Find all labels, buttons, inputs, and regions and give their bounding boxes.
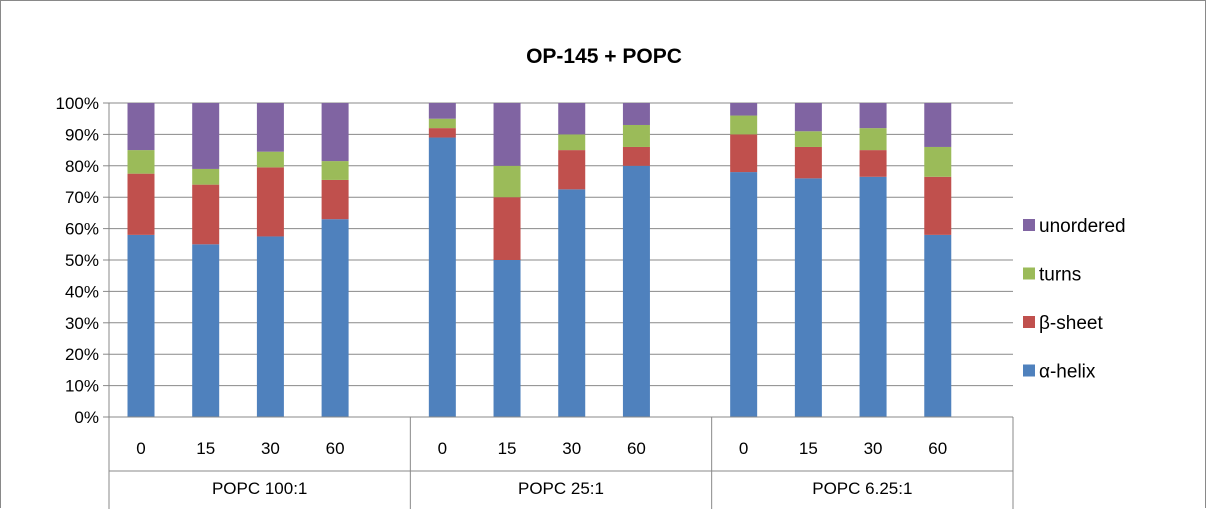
x-tick-label: 0 bbox=[136, 439, 145, 458]
bar-segment bbox=[730, 103, 758, 116]
x-tick-label: 30 bbox=[261, 439, 280, 458]
bar-segment bbox=[493, 165, 521, 198]
bar-segment bbox=[924, 146, 952, 177]
chart-title: OP-145 + POPC bbox=[526, 45, 682, 68]
y-tick-label: 20% bbox=[65, 345, 99, 364]
legend-swatch bbox=[1023, 364, 1035, 377]
bar-segment bbox=[558, 103, 586, 135]
bar-segment bbox=[924, 103, 952, 147]
x-tick-label: 15 bbox=[196, 439, 215, 458]
group-label: POPC 6.25:1 bbox=[812, 479, 912, 498]
bar-segment bbox=[192, 184, 220, 245]
y-tick-label: 80% bbox=[65, 157, 99, 176]
bar-segment bbox=[321, 179, 349, 220]
bar-segment bbox=[256, 236, 284, 417]
legend-label: unordered bbox=[1039, 216, 1126, 237]
bar-segment bbox=[730, 134, 758, 173]
legend-swatch bbox=[1023, 219, 1035, 231]
bar-segment bbox=[428, 137, 456, 418]
x-tick-label: 60 bbox=[326, 439, 345, 458]
bar-segment bbox=[859, 128, 887, 151]
bar-segment bbox=[127, 173, 155, 235]
group-label: POPC 100:1 bbox=[212, 479, 307, 498]
bar-segment bbox=[622, 165, 650, 417]
x-tick-label: 15 bbox=[498, 439, 517, 458]
bar-segment bbox=[730, 115, 758, 135]
bar-segment bbox=[428, 103, 456, 119]
x-tick-label: 60 bbox=[928, 439, 947, 458]
bar-segment bbox=[321, 161, 349, 180]
bar-segment bbox=[794, 131, 822, 147]
x-tick-label: 30 bbox=[562, 439, 581, 458]
bar-segment bbox=[924, 234, 952, 417]
bar-segment bbox=[794, 178, 822, 417]
bar-segment bbox=[859, 176, 887, 417]
y-tick-label: 70% bbox=[65, 188, 99, 207]
bar-segment bbox=[192, 244, 220, 417]
bar-segment bbox=[493, 260, 521, 417]
y-tick-label: 100% bbox=[56, 94, 99, 113]
axes: 0% 10% 20% 30% 40% 50% 60% 70% 80% 90% 100% 0 15 30 60… bbox=[56, 94, 1014, 509]
bar-segment bbox=[622, 146, 650, 166]
bar-segment bbox=[794, 103, 822, 132]
bar-segment bbox=[558, 150, 586, 190]
bar-segment bbox=[730, 172, 758, 417]
bar-segment bbox=[256, 151, 284, 168]
y-tick-label: 60% bbox=[65, 220, 99, 239]
bar-segment bbox=[428, 118, 456, 129]
legend-label: turns bbox=[1039, 265, 1081, 286]
group-label: POPC 25:1 bbox=[518, 479, 604, 498]
bar-segment bbox=[794, 146, 822, 179]
bar-segment bbox=[622, 103, 650, 125]
x-tick-label: 0 bbox=[438, 439, 447, 458]
legend-swatch bbox=[1023, 316, 1035, 328]
bar-segment bbox=[924, 176, 952, 235]
legend: unordered turns β-sheet α-helix bbox=[1023, 216, 1126, 383]
bar-segment bbox=[493, 103, 521, 166]
y-tick-label: 10% bbox=[65, 377, 99, 396]
bar-segment bbox=[622, 124, 650, 147]
bar-segment bbox=[859, 150, 887, 177]
bar-segment bbox=[256, 167, 284, 237]
legend-label: β-sheet bbox=[1039, 313, 1103, 334]
legend-label: α-helix bbox=[1039, 362, 1096, 383]
x-tick-label: 30 bbox=[864, 439, 883, 458]
y-tick-label: 40% bbox=[65, 282, 99, 301]
bar-segment bbox=[321, 219, 349, 417]
bar-segment bbox=[493, 197, 521, 260]
x-tick-label: 0 bbox=[739, 439, 748, 458]
bar-segment bbox=[256, 103, 284, 152]
y-tick-label: 50% bbox=[65, 251, 99, 270]
bar-segment bbox=[192, 168, 220, 185]
bar-segment bbox=[127, 103, 155, 151]
legend-swatch bbox=[1023, 267, 1035, 280]
y-tick-label: 90% bbox=[65, 125, 99, 144]
bar-segment bbox=[192, 103, 220, 169]
bar-segment bbox=[127, 234, 155, 417]
y-tick-label: 30% bbox=[65, 314, 99, 333]
bar-segment bbox=[428, 128, 456, 138]
bar-segment bbox=[859, 103, 887, 129]
bar-segment bbox=[321, 103, 349, 162]
bars bbox=[127, 103, 952, 418]
bar-segment bbox=[127, 150, 155, 174]
bar-segment bbox=[558, 134, 586, 151]
bar-segment bbox=[558, 189, 586, 417]
y-tick-label: 0% bbox=[74, 408, 99, 427]
x-tick-label: 60 bbox=[627, 439, 646, 458]
x-tick-label: 15 bbox=[799, 439, 818, 458]
